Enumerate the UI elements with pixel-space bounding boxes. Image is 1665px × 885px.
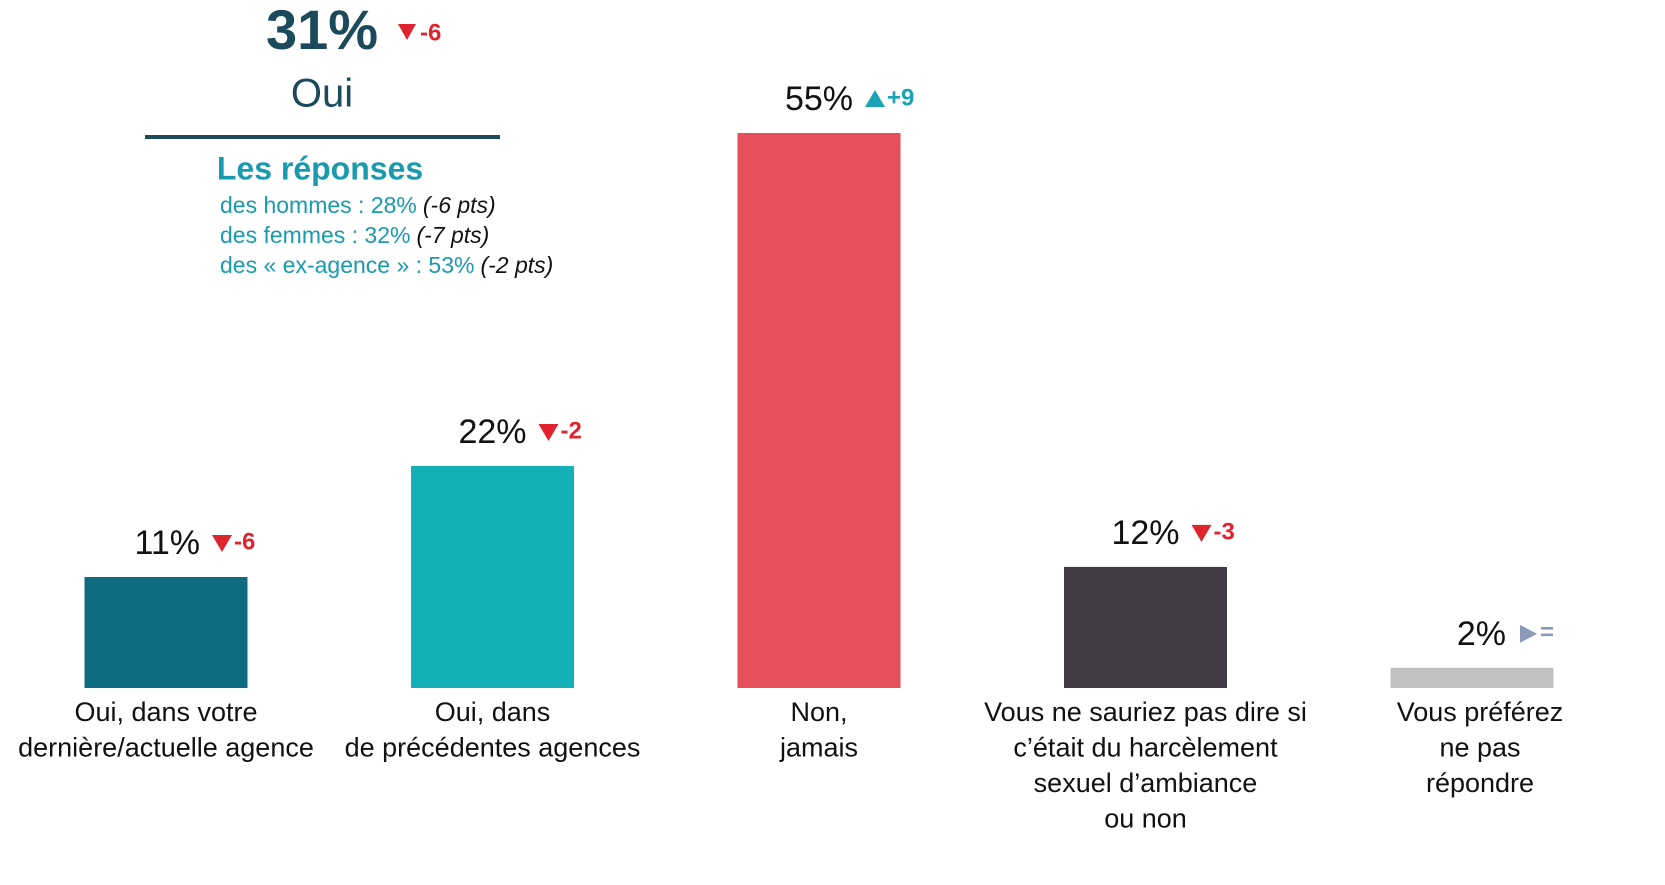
x-tick-label: Oui, dans [435, 697, 551, 727]
x-tick-label: Vous ne sauriez pas dire si [984, 697, 1307, 727]
summary-trend-arrow [398, 24, 416, 40]
change-label: -6 [234, 528, 255, 555]
summary-line-note: (-6 pts) [423, 192, 496, 218]
change-label: +9 [887, 84, 914, 111]
change-label: -3 [1214, 518, 1235, 545]
summary-line: des hommes : 28% (-6 pts) [220, 192, 496, 218]
change-label: -2 [561, 417, 582, 444]
x-tick-label: sexuel d’ambiance [1034, 768, 1258, 798]
summary-line: des « ex-agence » : 53% (-2 pts) [220, 252, 553, 278]
value-label: 22% [458, 413, 526, 451]
summary-label: Oui [291, 72, 353, 116]
summary-line: des femmes : 32% (-7 pts) [220, 222, 489, 248]
trend-arrow [865, 90, 885, 107]
summary-line-text: des « ex-agence » : 53% [220, 252, 474, 278]
bar [84, 577, 248, 688]
summary-line-note: (-7 pts) [416, 222, 489, 248]
bar [1390, 667, 1554, 688]
trend-arrow [212, 535, 232, 552]
x-tick-label: répondre [1426, 768, 1534, 798]
summary-line-text: des femmes : 32% [220, 222, 410, 248]
summary-value: 31% [266, 0, 378, 61]
value-label: 12% [1111, 514, 1179, 552]
x-tick-label: ne pas [1439, 733, 1520, 763]
x-tick-label: de précédentes agences [345, 733, 641, 763]
x-tick-label: Oui, dans votre [74, 697, 257, 727]
bar [1064, 566, 1227, 688]
x-tick-label: Vous préférez [1397, 697, 1564, 727]
x-tick-label: dernière/actuelle agence [18, 733, 314, 763]
value-label: 11% [134, 524, 200, 562]
summary-line-text: des hommes : 28% [220, 192, 417, 218]
x-tick-label: jamais [779, 733, 858, 763]
x-tick-label: c’était du harcèlement [1013, 733, 1278, 763]
bar [737, 133, 901, 688]
trend-arrow [1191, 524, 1212, 542]
x-tick-label: ou non [1104, 804, 1187, 834]
trend-arrow [1520, 624, 1537, 643]
x-tick-label: Non, [790, 697, 847, 727]
value-label: 55% [785, 80, 853, 118]
change-label: = [1540, 619, 1554, 646]
trend-arrow [538, 424, 559, 441]
summary-change: -6 [420, 19, 441, 46]
bar [411, 466, 574, 688]
summary-line-note: (-2 pts) [480, 252, 553, 278]
summary-subtitle: Les réponses [217, 150, 423, 186]
value-label: 2% [1457, 615, 1506, 653]
